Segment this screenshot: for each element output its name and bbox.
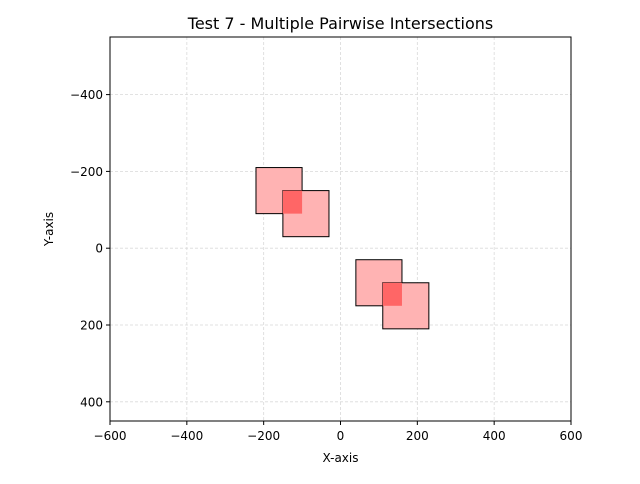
x-tick-label: −200 xyxy=(247,429,280,443)
x-tick-label: 400 xyxy=(483,429,506,443)
y-tick-label: 0 xyxy=(95,242,103,256)
x-tick-label: −400 xyxy=(170,429,203,443)
y-tick-label: 200 xyxy=(80,319,103,333)
intersection-2 xyxy=(382,282,402,306)
y-axis-ticks: −400 −200 0 200 400 xyxy=(70,88,110,409)
chart-title: Test 7 - Multiple Pairwise Intersections xyxy=(187,14,493,33)
x-axis-label: X-axis xyxy=(323,451,359,465)
x-tick-label: 0 xyxy=(337,429,345,443)
x-axis-ticks: −600 −400 −200 0 200 400 600 xyxy=(94,421,583,443)
intersection-1 xyxy=(282,190,303,214)
intersections xyxy=(282,190,402,306)
y-tick-label: 400 xyxy=(80,395,103,409)
y-tick-label: −400 xyxy=(70,88,103,102)
x-tick-label: −600 xyxy=(94,429,127,443)
x-tick-label: 600 xyxy=(560,429,583,443)
y-axis-label: Y-axis xyxy=(42,212,56,247)
x-tick-label: 200 xyxy=(406,429,429,443)
y-tick-label: −200 xyxy=(70,165,103,179)
